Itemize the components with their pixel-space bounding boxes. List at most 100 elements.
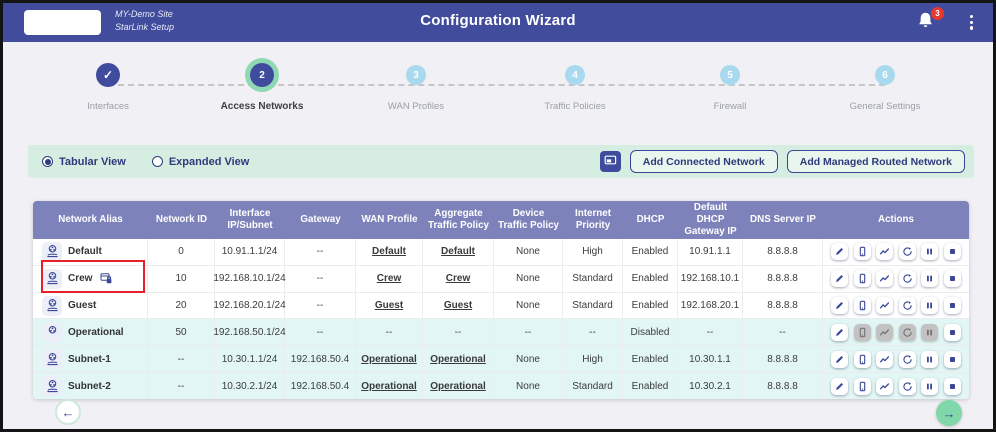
site-name-line2: StarLink Setup (115, 22, 175, 33)
wan-profile-link[interactable]: Default (356, 239, 423, 265)
table-row: Guest 20 192.168.20.1/24 -- Guest Guest … (33, 291, 969, 319)
network-alias-label: Crew (68, 273, 93, 285)
notification-badge: 3 (931, 7, 944, 20)
edit-button[interactable] (831, 350, 849, 368)
edit-button[interactable] (831, 297, 849, 315)
aggregate-traffic-policy-link[interactable]: -- (423, 319, 494, 346)
aggregate-traffic-policy-link[interactable]: Default (423, 239, 494, 265)
step-check-icon: ✓ (96, 63, 120, 87)
step-traffic-policies[interactable]: 4 Traffic Policies (515, 58, 635, 112)
statistics-button[interactable] (876, 297, 894, 315)
statistics-button[interactable] (876, 243, 894, 261)
dhcp-status-value: Disabled (623, 319, 678, 346)
wan-profile-link[interactable]: Operational (356, 346, 423, 373)
stop-button[interactable] (943, 270, 961, 288)
add-managed-routed-network-button[interactable]: Add Managed Routed Network (786, 150, 965, 173)
gateway-value: 192.168.50.4 (285, 346, 356, 373)
step-label: Traffic Policies (544, 101, 606, 112)
col-dns-server-ip: DNS Server IP (750, 214, 816, 226)
internet-priority-value: High (563, 239, 623, 265)
statistics-button[interactable] (876, 377, 894, 395)
renew-dhcp-button[interactable] (898, 270, 916, 288)
network-alias-cell: Subnet-1 (33, 346, 148, 373)
radio-label: Tabular View (59, 155, 126, 168)
wizard-stepper: ✓ Interfaces 2 Access Networks 3 WAN Pro… (3, 58, 993, 130)
pause-button[interactable] (921, 243, 939, 261)
next-button[interactable]: → (936, 400, 962, 426)
step-interfaces[interactable]: ✓ Interfaces (48, 58, 168, 112)
edit-button[interactable] (831, 323, 849, 341)
back-button[interactable]: ← (55, 399, 81, 425)
device-traffic-policy-value: None (494, 292, 563, 319)
overflow-menu-button[interactable] (968, 13, 975, 32)
network-alias-cell: Subnet-2 (33, 373, 148, 399)
radio-expanded-view[interactable]: Expanded View (151, 156, 249, 168)
statistics-button[interactable] (876, 350, 894, 368)
radio-tabular-view[interactable]: Tabular View (42, 156, 126, 168)
renew-dhcp-button[interactable] (898, 297, 916, 315)
network-alias-cell: Default (33, 239, 148, 265)
step-label: WAN Profiles (387, 101, 445, 112)
card-view-button[interactable] (599, 151, 621, 172)
connected-devices-button[interactable] (853, 350, 871, 368)
stop-button[interactable] (943, 377, 961, 395)
interface-ip-subnet-value: 192.168.10.1/24 (213, 265, 286, 292)
row-actions (823, 346, 969, 372)
dns-server-ip-value: 8.8.8.8 (743, 239, 823, 265)
step-general-settings[interactable]: 6 General Settings (825, 58, 945, 112)
dns-server-ip-value: 8.8.8.8 (743, 265, 823, 292)
aggregate-traffic-policy-link[interactable]: Crew (423, 265, 494, 292)
network-alias-label: Default (68, 246, 102, 258)
internet-priority-value: -- (563, 319, 623, 346)
network-alias-cell: Operational (33, 319, 148, 346)
step-label: General Settings (849, 101, 921, 112)
network-type-icon (42, 268, 62, 289)
col-device-traffic-policy: Device Traffic Policy (498, 208, 559, 231)
stop-button[interactable] (943, 243, 961, 261)
pause-button[interactable] (921, 270, 939, 288)
renew-dhcp-button[interactable] (898, 323, 916, 341)
step-number: 4 (565, 65, 585, 85)
step-wan-profiles[interactable]: 3 WAN Profiles (356, 58, 476, 112)
aggregate-traffic-policy-link[interactable]: Operational (423, 373, 494, 399)
logo (24, 10, 101, 35)
col-wan-profile: WAN Profile (361, 214, 418, 226)
stop-button[interactable] (943, 297, 961, 315)
device-traffic-policy-value: None (494, 265, 563, 292)
pause-button[interactable] (921, 350, 939, 368)
statistics-button[interactable] (876, 323, 894, 341)
connected-devices-button[interactable] (853, 323, 871, 341)
add-connected-network-button[interactable]: Add Connected Network (629, 150, 778, 173)
statistics-button[interactable] (876, 270, 894, 288)
pause-button[interactable] (921, 323, 939, 341)
renew-dhcp-button[interactable] (898, 377, 916, 395)
wan-profile-link[interactable]: -- (356, 319, 423, 346)
connected-devices-button[interactable] (853, 297, 871, 315)
notifications-button[interactable]: 3 (917, 7, 944, 33)
pause-button[interactable] (921, 297, 939, 315)
pause-button[interactable] (921, 377, 939, 395)
renew-dhcp-button[interactable] (898, 243, 916, 261)
wan-profile-link[interactable]: Guest (356, 292, 423, 319)
renew-dhcp-button[interactable] (898, 350, 916, 368)
aggregate-traffic-policy-link[interactable]: Guest (423, 292, 494, 319)
connected-devices-button[interactable] (853, 377, 871, 395)
col-network-id: Network ID (155, 214, 208, 226)
step-label: Interfaces (87, 101, 129, 112)
edit-button[interactable] (831, 270, 849, 288)
connected-devices-button[interactable] (853, 270, 871, 288)
edit-button[interactable] (831, 243, 849, 261)
connected-devices-button[interactable] (853, 243, 871, 261)
step-firewall[interactable]: 5 Firewall (670, 58, 790, 112)
step-label: Firewall (713, 101, 747, 112)
wan-profile-link[interactable]: Operational (356, 373, 423, 399)
col-dhcp: DHCP (636, 214, 665, 226)
aggregate-traffic-policy-link[interactable]: Operational (423, 346, 494, 373)
edit-button[interactable] (831, 377, 849, 395)
stop-button[interactable] (943, 350, 961, 368)
step-access-networks[interactable]: 2 Access Networks (202, 58, 322, 112)
stop-button[interactable] (943, 323, 961, 341)
device-traffic-policy-value: None (494, 239, 563, 265)
wan-profile-link[interactable]: Crew (356, 265, 423, 292)
